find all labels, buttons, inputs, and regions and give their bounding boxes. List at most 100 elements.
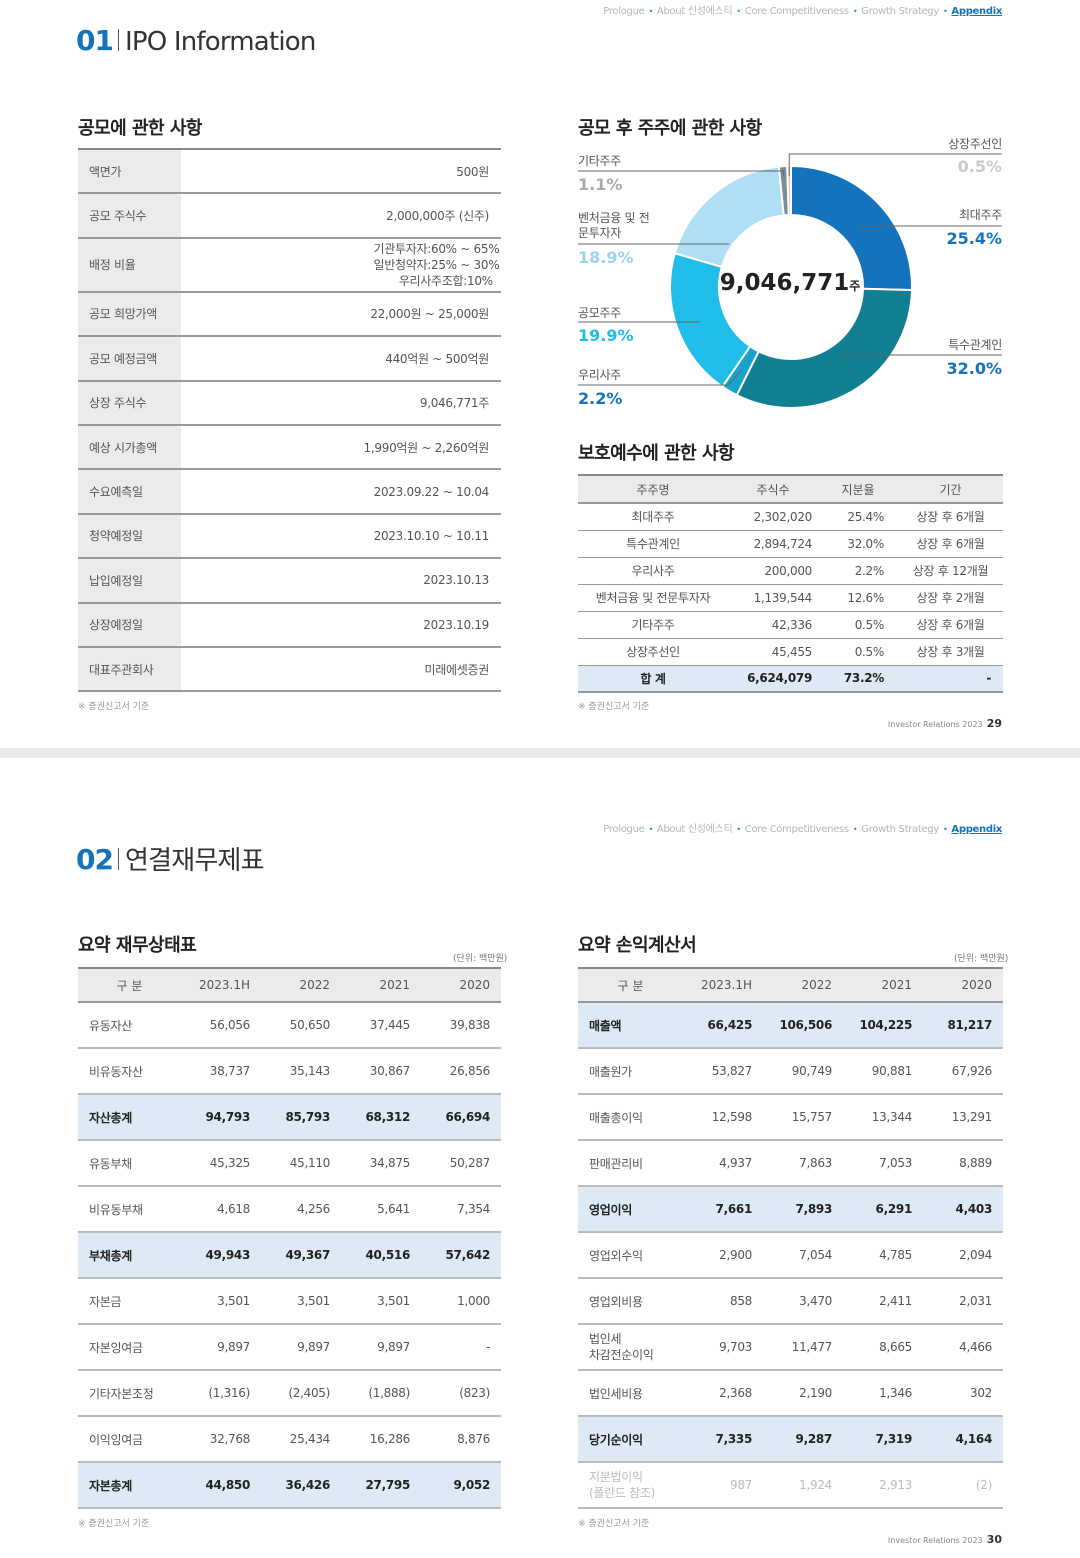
lockup-col-shares: 주식수	[728, 474, 818, 504]
donut-label-pct: 19.9%	[578, 326, 634, 345]
lockup-cell: 200,000	[728, 557, 818, 585]
bs-cell: 40,516	[341, 1232, 421, 1279]
lockup-cell: 25.4%	[818, 503, 898, 531]
ipo-label: 액면가	[78, 150, 181, 193]
donut-slice	[735, 287, 913, 409]
bs-header-row: 구 분 2023.1H 2022 2021 2020	[78, 967, 501, 1003]
ipo-label: 청약예정일	[78, 514, 181, 558]
nav-about[interactable]: About 신성에스티	[656, 824, 733, 835]
is-row-label: 지분법이익 (폴란드 참조)	[578, 1462, 683, 1509]
lockup-cell: 0.5%	[818, 611, 898, 639]
is-cell: 1,346	[843, 1370, 923, 1417]
ipo-value: 2023.09.22 ~ 10.04	[373, 484, 490, 499]
is-cell: 9,287	[763, 1416, 843, 1463]
is-cell: 7,893	[763, 1186, 843, 1233]
lockup-cell: 42,336	[728, 611, 818, 639]
nav-growth[interactable]: Growth Strategy	[861, 6, 939, 17]
bs-cell: 50,650	[261, 1002, 341, 1049]
ipo-note: ※ 증권신고서 기준	[78, 702, 150, 712]
is-row: 매출액 66,425 106,506 104,225 81,217	[578, 1002, 1003, 1049]
lockup-cell: 상장 후 2개월	[898, 584, 1003, 612]
ipo-value: 440억원 ~ 500억원	[385, 351, 489, 366]
ipo-label: 배정 비율	[78, 238, 181, 291]
donut-center-total: 9,046,771주	[690, 270, 890, 296]
bs-cell: 38,737	[181, 1048, 261, 1095]
ipo-label: 납입예정일	[78, 559, 181, 602]
bs-cell: 3,501	[181, 1278, 261, 1325]
is-cell: 6,291	[843, 1186, 923, 1233]
is-row: 법인세 차감전순이익 9,703 11,477 8,665 4,466	[578, 1324, 1003, 1371]
bs-cell: 49,943	[181, 1232, 261, 1279]
total-shares: 9,046,771	[719, 270, 850, 296]
page-number: 30	[986, 1533, 1002, 1546]
is-cell: 4,937	[683, 1140, 763, 1187]
income-statement-table: 구 분 2023.1H 2022 2021 2020 매출액 66,425 106,506 1…	[578, 967, 1003, 1509]
ipo-value: 기관투자자: 60% ~ 65% 일반청약자: 25% ~ 30% 우리사주조합: 10%	[181, 239, 501, 291]
nav-core[interactable]: Core Competitiveness	[744, 824, 849, 835]
nav-growth[interactable]: Growth Strategy	[861, 824, 939, 835]
is-cell: 1,924	[763, 1462, 843, 1509]
nav-about[interactable]: About 신성에스티	[656, 6, 733, 17]
is-row-label: 매출액	[578, 1002, 683, 1049]
bs-cell: 4,256	[261, 1186, 341, 1233]
bs-cell: 1,000	[421, 1278, 501, 1325]
bs-cell: 9,052	[421, 1462, 501, 1509]
allocation-group: 우리사주조합:	[398, 273, 467, 288]
is-row-label-line: 차감전순이익	[589, 1348, 654, 1362]
is-row: 영업외수익 2,900 7,054 4,785 2,094	[578, 1232, 1003, 1279]
donut-label-pct: 18.9%	[578, 248, 634, 267]
is-cell: 4,785	[843, 1232, 923, 1279]
lockup-cell: 상장 후 6개월	[898, 503, 1003, 531]
nav-prologue[interactable]: Prologue	[603, 824, 645, 835]
lockup-cell: 기타주주	[578, 611, 728, 639]
bs-cell: 3,501	[261, 1278, 341, 1325]
is-cell: 66,425	[683, 1002, 763, 1049]
ipo-value: 미래에셋증권	[424, 662, 490, 677]
bs-cell: 27,795	[341, 1462, 421, 1509]
is-cell: 2,190	[763, 1370, 843, 1417]
nav-appendix[interactable]: Appendix	[951, 824, 1002, 835]
is-cell: 81,217	[923, 1002, 1003, 1049]
leader-line	[788, 153, 1002, 177]
section-nav: Prologue • About 신성에스티 • Core Competitivenes…	[603, 2, 1002, 17]
bs-row-label: 자본총계	[78, 1462, 181, 1509]
is-row: 당기순이익 7,335 9,287 7,319 4,164	[578, 1416, 1003, 1463]
is-cell: 8,889	[923, 1140, 1003, 1187]
bs-row: 기타자본조정 (1,316) (2,405) (1,888) (823)	[78, 1370, 501, 1417]
lockup-row: 벤처금융 및 전문투자자 1,139,544 12.6% 상장 후 2개월	[578, 584, 1003, 612]
bs-row-label: 자본잉여금	[78, 1324, 181, 1371]
lockup-cell: 최대주주	[578, 503, 728, 531]
lockup-table: 주주명 주식수 지분율 기간 최대주주 2,302,020 25.4% 상장 후 6개…	[578, 474, 1003, 693]
is-cell: 3,470	[763, 1278, 843, 1325]
is-cell: 12,598	[683, 1094, 763, 1141]
donut-label-name: 최대주주	[959, 208, 1002, 222]
lockup-col-ratio: 지분율	[818, 474, 898, 504]
is-cell: 90,749	[763, 1048, 843, 1095]
donut-slice	[786, 164, 792, 217]
nav-core[interactable]: Core Competitiveness	[744, 6, 849, 17]
bs-row: 자산총계 94,793 85,793 68,312 66,694	[78, 1094, 501, 1141]
bs-row-label: 기타자본조정	[78, 1370, 181, 1417]
donut-slice	[790, 164, 913, 292]
ipo-value: 2023.10.10 ~ 10.11	[373, 528, 490, 543]
donut-label-pct: 2.2%	[578, 389, 623, 408]
is-row: 매출원가 53,827 90,749 90,881 67,926	[578, 1048, 1003, 1095]
ipo-row: 배정 비율 기관투자자: 60% ~ 65% 일반청약자: 25% ~ 30% 우리사주조…	[78, 238, 501, 293]
leader-line	[578, 170, 785, 177]
bs-cell: 30,867	[341, 1048, 421, 1095]
section-number: 01	[76, 24, 114, 57]
ipo-value: 22,000원 ~ 25,000원	[370, 307, 489, 322]
bs-row: 비유동부채 4,618 4,256 5,641 7,354	[78, 1186, 501, 1233]
ipo-value: 1,990억원 ~ 2,260억원	[363, 440, 490, 455]
page-number: 29	[986, 717, 1002, 730]
is-heading: 요약 손익계산서	[578, 935, 697, 956]
nav-prologue[interactable]: Prologue	[603, 6, 645, 17]
bs-row-label: 비유동자산	[78, 1048, 181, 1095]
is-row-label-line: 법인세	[589, 1332, 622, 1346]
bs-cell: 36,426	[261, 1462, 341, 1509]
is-cell: 858	[683, 1278, 763, 1325]
is-cell: 7,661	[683, 1186, 763, 1233]
nav-appendix[interactable]: Appendix	[951, 6, 1002, 17]
is-row-label: 법인세비용	[578, 1370, 683, 1417]
